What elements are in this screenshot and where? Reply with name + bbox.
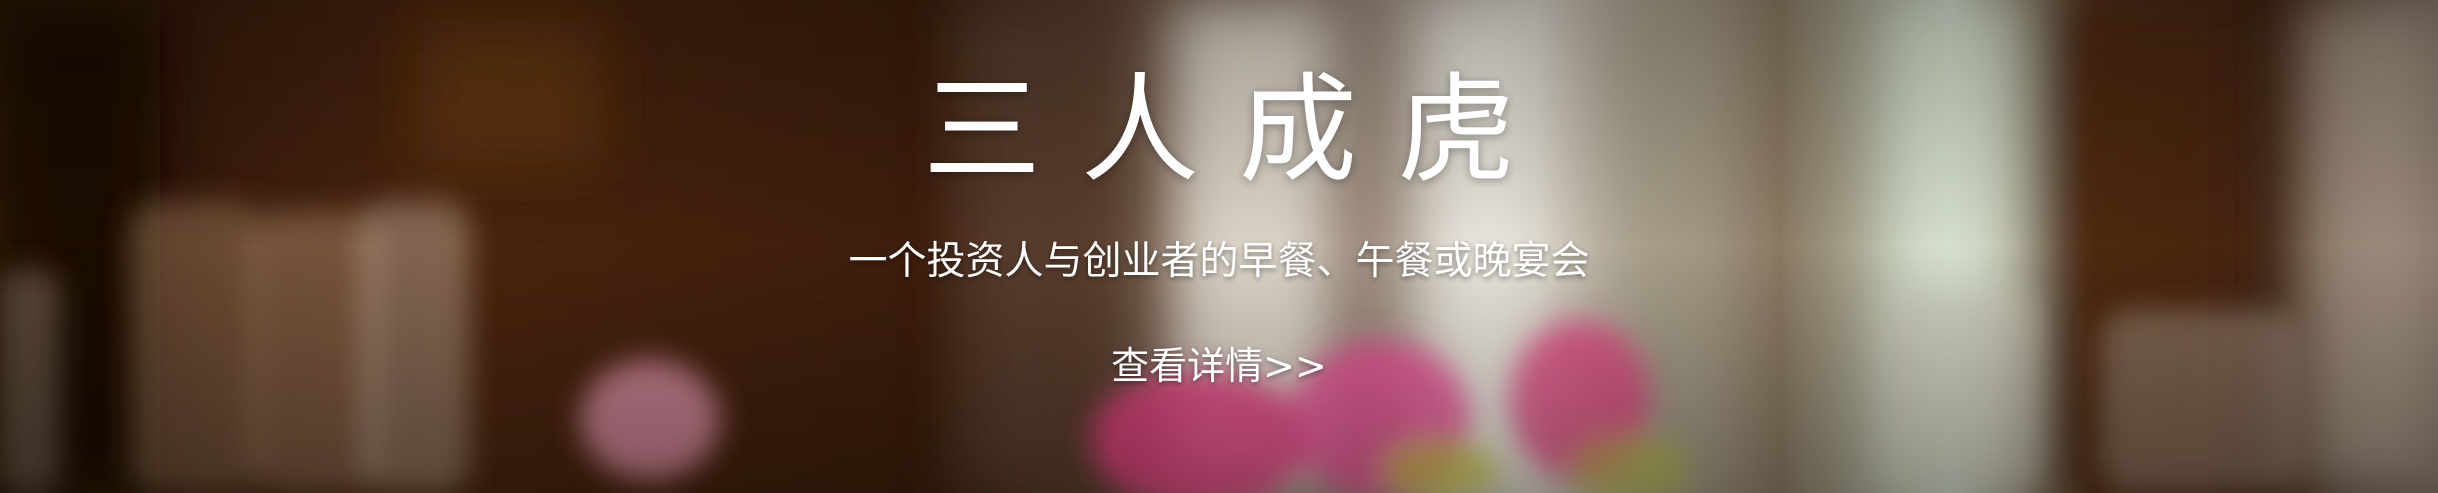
view-details-link[interactable]: 查看详情>>	[1111, 344, 1327, 388]
banner-title: 三人成虎	[922, 61, 1555, 199]
banner-subtitle: 一个投资人与创业者的早餐、午餐或晚宴会	[848, 239, 1590, 284]
